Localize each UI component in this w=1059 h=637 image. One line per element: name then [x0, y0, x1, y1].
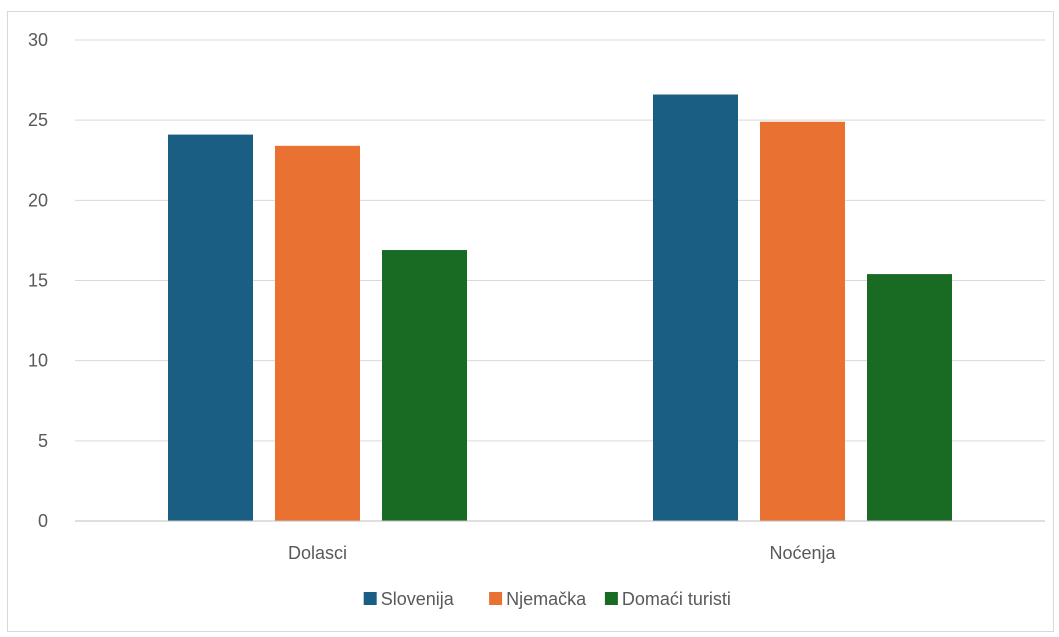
bar-1-2 [653, 94, 738, 521]
legend-label: Domaći turisti [622, 589, 731, 609]
bar-3-2 [867, 274, 952, 521]
y-tick-label: 5 [38, 431, 48, 451]
legend-label: Slovenija [381, 589, 455, 609]
legend-swatch [363, 592, 377, 605]
bars [168, 94, 952, 522]
legend: Slovenija Njemačka Domaći turisti [363, 589, 731, 609]
x-category-label: Noćenja [769, 543, 836, 563]
legend-swatch [604, 592, 618, 605]
bar-2-2 [760, 121, 845, 522]
legend-label: Njemačka [506, 589, 587, 609]
category-labels: Dolasci Noćenja [288, 543, 837, 563]
legend-swatch [489, 592, 503, 605]
bar-1-1 [168, 134, 253, 521]
y-tick-label: 10 [28, 351, 48, 371]
y-tick-label: 0 [38, 511, 48, 531]
bar-2-1 [275, 145, 360, 521]
y-tick-label: 20 [28, 190, 48, 210]
bar-3-1 [382, 250, 467, 521]
y-tick-label: 30 [28, 30, 48, 50]
x-category-label: Dolasci [288, 543, 347, 563]
y-tick-label: 15 [28, 271, 48, 291]
y-tick-label: 25 [28, 110, 48, 130]
y-axis-ticks: 0 5 10 15 20 25 30 [28, 30, 48, 531]
